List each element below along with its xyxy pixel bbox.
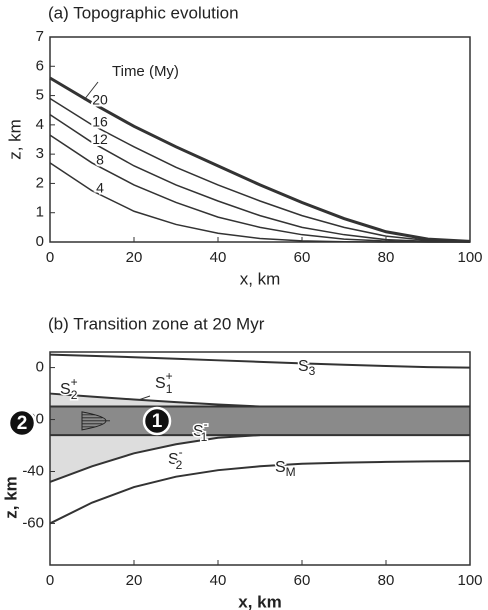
series-line (49, 113, 471, 243)
curve-label: 12 (92, 131, 108, 147)
y-tick-label: 3 (36, 145, 44, 162)
x-tick-label: 80 (378, 249, 395, 266)
curve-label: 20 (92, 92, 108, 108)
series-line (49, 353, 471, 369)
curve-label-base: S (275, 459, 286, 476)
curve-label-base: S (298, 358, 309, 375)
x-tick-label: 100 (457, 249, 482, 266)
x-tick-label: 100 (457, 572, 482, 589)
series-line (49, 76, 471, 243)
x-tick-label: 60 (294, 249, 311, 266)
y-tick-label: -60 (22, 514, 44, 531)
x-tick-label: 80 (378, 572, 395, 589)
y-tick-label: 4 (36, 116, 44, 133)
y-axis-label: z, km (5, 119, 24, 160)
panel-title: (b) Transition zone at 20 Myr (48, 314, 265, 333)
marker-number: 2 (17, 413, 28, 434)
y-tick-label: 1 (36, 204, 44, 221)
series-line (49, 97, 471, 243)
x-axis-label: x, km (240, 269, 281, 288)
region-fill (50, 406, 470, 436)
annotation: Time (My) (112, 63, 179, 80)
curve-label-base: S (60, 381, 71, 398)
x-tick-label: 60 (294, 572, 311, 589)
curve-label: S-1 (193, 417, 208, 444)
series-line (49, 392, 261, 408)
curve-label-sub: 2 (71, 388, 78, 402)
series-line (49, 162, 470, 243)
y-axis-label: z, km (1, 476, 20, 519)
y-tick-label: 0 (36, 359, 44, 376)
plot-frame (49, 36, 471, 243)
x-tick-label: 20 (126, 572, 143, 589)
curve-label-base: S (155, 375, 166, 392)
curve-label: 16 (92, 114, 108, 130)
curve-label-base: S (168, 451, 179, 468)
x-tick-label: 40 (210, 249, 227, 266)
y-tick-label: 5 (36, 87, 44, 104)
x-tick-label: 0 (46, 249, 54, 266)
curve-label-sup: + (166, 369, 173, 383)
curve-label: S+ 2 (60, 375, 78, 402)
curve-label-sup: + (71, 375, 78, 389)
annotation-leader (83, 81, 99, 101)
curve-label-sup: - (204, 417, 208, 431)
y-tick-label: -40 (22, 462, 44, 479)
curve-label-sub: 3 (309, 364, 316, 378)
panel-title: (a) Topographic evolution (48, 3, 239, 22)
x-tick-label: 0 (46, 572, 54, 589)
x-axis-label: x, km (238, 592, 281, 610)
curve-label-sup: - (179, 445, 183, 459)
curve-label-sub: 1 (166, 382, 173, 396)
series-line (49, 460, 471, 525)
marker-circle (142, 406, 172, 436)
y-tick-label: 2 (36, 174, 44, 191)
curve-label: S+ 1 (155, 369, 173, 396)
x-tick-label: 20 (126, 249, 143, 266)
series-line (49, 134, 470, 243)
marker-circle (7, 408, 37, 438)
curve-label: S3 (298, 358, 316, 378)
y-tick-label: 7 (36, 28, 44, 45)
plot-frame (49, 351, 471, 566)
x-tick-label: 40 (210, 572, 227, 589)
series-line (49, 434, 261, 483)
marker-number: 1 (152, 411, 163, 432)
curve-label: S-2 (168, 445, 183, 472)
curve-label: 4 (96, 179, 104, 195)
curve-label: 8 (96, 152, 104, 168)
lens (81, 411, 107, 431)
curve-label: SM (275, 459, 296, 479)
curve-label-base: S (193, 423, 204, 440)
curve-label-sub: M (286, 465, 296, 479)
y-tick-label: 6 (36, 57, 44, 74)
curve-label-sub: 1 (201, 430, 208, 444)
y-tick-label: 0 (36, 233, 44, 250)
curve-label-sub: 2 (176, 458, 183, 472)
